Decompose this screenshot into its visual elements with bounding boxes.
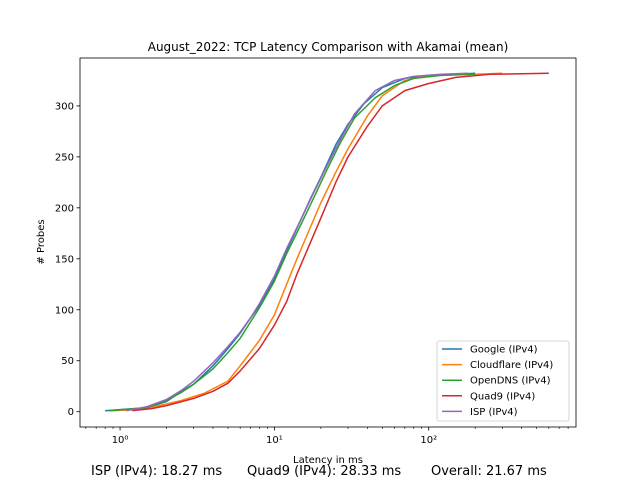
x-tick-label: 10⁰ [112,435,129,446]
y-tick-label: 250 [55,152,74,163]
series-line-4 [126,72,469,412]
series-line-1 [109,72,503,412]
y-tick-label: 50 [61,356,74,367]
series-line-3 [132,72,549,412]
legend: Google (IPv4) Cloudflare (IPv4) OpenDNS (I… [436,340,570,422]
x-axis-label: Latency in ms [293,455,363,466]
legend-box [436,340,570,422]
y-tick-label: 0 [68,407,74,418]
legend-label-4: ISP (IPv4) [470,407,518,418]
legend-label-0: Google (IPv4) [470,345,538,356]
legend-label-2: OpenDNS (IPv4) [470,376,551,387]
y-tick-label: 300 [55,101,74,112]
series-line-2 [109,73,476,412]
x-tick-label: 10¹ [266,435,283,446]
footer-quad9-mean: Quad9 (IPv4): 28.33 ms [247,464,402,479]
x-axis-ticks: 10⁰ 10¹ 10² [85,427,569,446]
y-axis-ticks: 0 50 100 150 200 250 300 [55,101,80,418]
legend-label-1: Cloudflare (IPv4) [470,360,553,371]
footer-overall-mean: Overall: 21.67 ms [431,464,547,479]
x-tick-label: 10² [420,435,437,446]
footer-summary: ISP (IPv4): 18.27 ms Quad9 (IPv4): 28.33… [0,464,640,482]
y-tick-label: 200 [55,203,74,214]
chart-title: August_2022: TCP Latency Comparison with… [148,40,509,54]
plot-series [105,72,549,412]
y-tick-label: 100 [55,305,74,316]
y-axis-label: # Probes [36,219,47,264]
y-tick-label: 150 [55,254,74,265]
footer-isp-mean: ISP (IPv4): 18.27 ms [91,464,223,479]
plot-frame [79,57,577,428]
legend-label-3: Quad9 (IPv4) [470,391,535,402]
